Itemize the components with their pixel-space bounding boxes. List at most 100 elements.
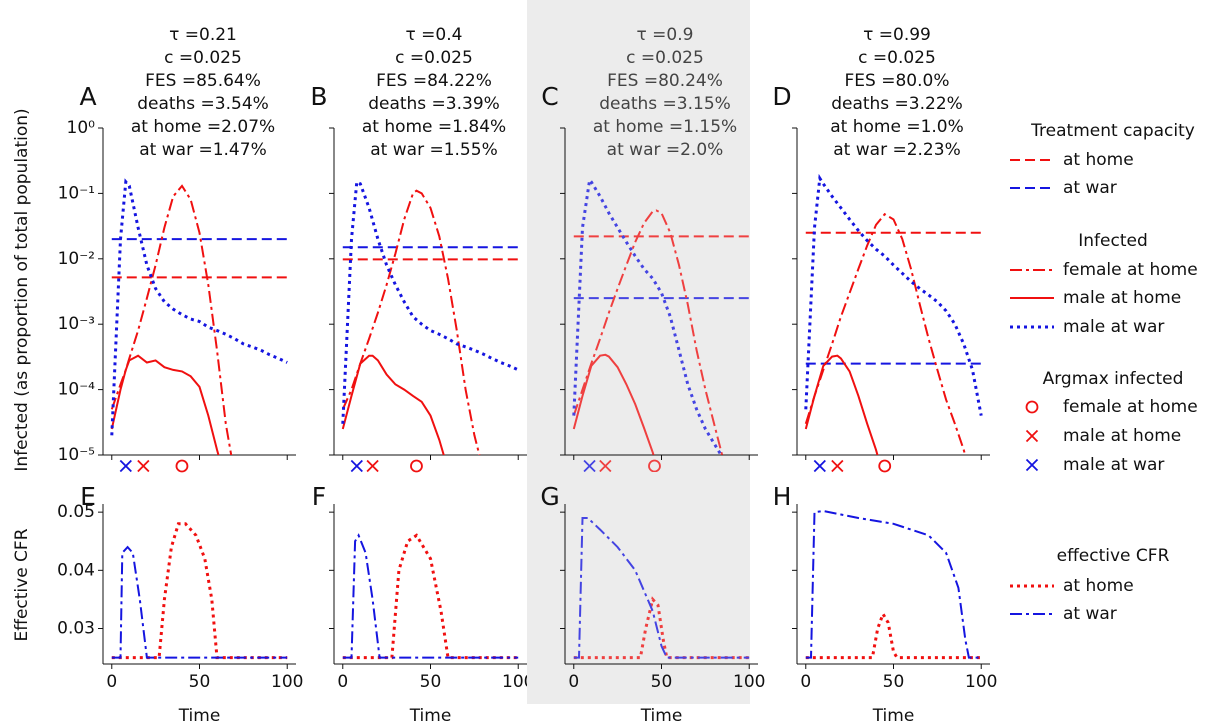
argmax-marker bbox=[119, 459, 132, 473]
annotation: c =0.025 bbox=[164, 48, 242, 68]
x-tick-label: 50 bbox=[651, 672, 673, 692]
series-line bbox=[804, 212, 967, 455]
x-tick-label: 100 bbox=[733, 672, 765, 692]
series-line bbox=[573, 596, 750, 660]
plot-area bbox=[572, 176, 750, 455]
panel-letter: C bbox=[541, 82, 558, 111]
legend-label: at home bbox=[1063, 576, 1134, 596]
argmax-marker bbox=[350, 459, 363, 473]
legend-label: female at home bbox=[1063, 397, 1198, 417]
legend-title: Treatment capacity bbox=[1030, 121, 1195, 141]
legend-title: effective CFR bbox=[1057, 546, 1170, 566]
panel-letter: F bbox=[312, 482, 326, 511]
plot-area bbox=[804, 173, 983, 455]
y-tick-label: 10⁻² bbox=[58, 249, 95, 269]
annotation: c =0.025 bbox=[858, 48, 936, 68]
series-line bbox=[804, 354, 879, 455]
y-axis-label: Infected (as proportion of total populat… bbox=[12, 108, 32, 471]
annotation: at war =2.0% bbox=[607, 140, 724, 160]
argmax-marker bbox=[878, 459, 892, 473]
series-line bbox=[342, 533, 519, 660]
series-line bbox=[805, 610, 982, 660]
legend-label: at home bbox=[1063, 150, 1134, 170]
legend-label: at war bbox=[1063, 604, 1117, 624]
annotation: deaths =3.22% bbox=[831, 94, 963, 114]
panel: Dτ =0.99 c =0.025 FES =80.0% deaths =3.22% a… bbox=[772, 25, 990, 460]
y-tick-label: 10⁰ bbox=[67, 118, 96, 138]
x-axis-label: Time bbox=[409, 706, 452, 726]
series-line bbox=[341, 354, 445, 455]
legend-label: at war bbox=[1063, 178, 1117, 198]
legend-label: male at home bbox=[1063, 288, 1181, 308]
series-line bbox=[573, 517, 750, 659]
plot-area bbox=[341, 179, 519, 455]
x-tick-label: 0 bbox=[106, 672, 117, 692]
annotation: at war =1.47% bbox=[139, 140, 266, 160]
x-tick-label: 0 bbox=[337, 672, 348, 692]
highlight-band bbox=[527, 472, 750, 704]
series-line bbox=[111, 522, 288, 660]
annotation: at war =2.23% bbox=[833, 140, 960, 160]
annotation: at home =1.15% bbox=[593, 117, 737, 137]
panel: Bτ =0.4 c =0.025 FES =84.22% deaths =3.39% a… bbox=[310, 25, 527, 460]
legend-title: Infected bbox=[1078, 231, 1148, 251]
argmax-marker bbox=[831, 459, 844, 473]
panel: 0.03 0.04 0.05 0 50 100 Time Effective CFR E bbox=[12, 482, 303, 726]
series-line bbox=[111, 545, 288, 659]
annotation: c =0.025 bbox=[395, 48, 473, 68]
legend-marker bbox=[1025, 429, 1039, 443]
annotation: deaths =3.15% bbox=[599, 94, 731, 114]
x-axis-label: Time bbox=[178, 706, 221, 726]
plot-area bbox=[342, 533, 519, 660]
panel-letter: G bbox=[540, 482, 559, 511]
annotation: deaths =3.54% bbox=[137, 94, 269, 114]
series-line bbox=[341, 189, 481, 455]
series-line bbox=[341, 179, 519, 424]
series-line bbox=[572, 209, 724, 455]
argmax-marker bbox=[648, 459, 661, 473]
plot-area bbox=[805, 509, 982, 660]
x-axis-label: Time bbox=[872, 706, 915, 726]
y-tick-label: 10⁻⁴ bbox=[58, 380, 96, 400]
annotation: FES =84.22% bbox=[376, 71, 492, 91]
annotation: τ =0.4 bbox=[406, 25, 463, 45]
annotation: c =0.025 bbox=[626, 48, 704, 68]
series-line bbox=[804, 173, 983, 416]
y-tick-label: 10⁻³ bbox=[58, 314, 95, 334]
legend-marker bbox=[1025, 458, 1039, 472]
panel-letter: E bbox=[80, 482, 96, 511]
legend-label: male at war bbox=[1063, 317, 1164, 337]
x-tick-label: 100 bbox=[965, 672, 997, 692]
argmax-marker bbox=[366, 459, 379, 473]
argmax-marker bbox=[813, 459, 826, 473]
argmax-marker bbox=[137, 459, 150, 473]
panel: 0 50 100 Time F bbox=[312, 482, 535, 726]
x-axis-label: Time bbox=[640, 706, 683, 726]
x-tick-label: 50 bbox=[420, 672, 442, 692]
annotation: τ =0.21 bbox=[169, 25, 237, 45]
panel: 0 50 100 Time H bbox=[773, 482, 998, 726]
panel-letter: H bbox=[773, 482, 792, 511]
y-tick-label: 10⁻¹ bbox=[58, 183, 95, 203]
panel: 0 50 100 Time G bbox=[527, 472, 765, 726]
legend-label: male at home bbox=[1063, 426, 1181, 446]
series-line bbox=[110, 184, 233, 455]
plot-area bbox=[110, 178, 288, 455]
panel-letter: D bbox=[772, 82, 791, 111]
annotation: deaths =3.39% bbox=[368, 94, 500, 114]
x-tick-label: 100 bbox=[271, 672, 303, 692]
y-tick-label: 10⁻⁵ bbox=[58, 445, 95, 465]
panel-letter: B bbox=[310, 82, 327, 111]
annotation: τ =0.99 bbox=[863, 25, 931, 45]
legend-marker bbox=[1025, 400, 1039, 414]
argmax-marker bbox=[599, 459, 612, 473]
series-line bbox=[110, 354, 220, 455]
legend-label: male at war bbox=[1063, 455, 1164, 475]
panel: Cτ =0.9 c =0.025 FES =80.24% deaths =3.15% a… bbox=[527, 0, 758, 472]
plot-area bbox=[111, 522, 288, 660]
argmax-marker bbox=[175, 459, 189, 473]
plot-area bbox=[573, 517, 750, 660]
y-axis-label: Effective CFR bbox=[12, 528, 32, 641]
annotation: at home =2.07% bbox=[131, 117, 275, 137]
annotation: at home =1.84% bbox=[362, 117, 506, 137]
